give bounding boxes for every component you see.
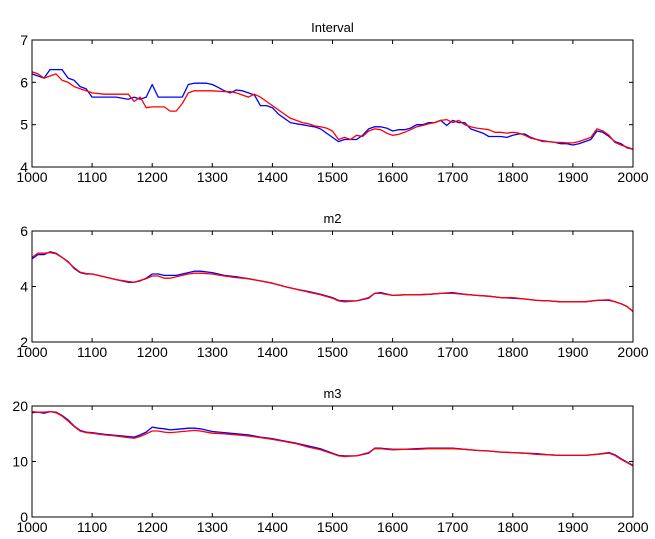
x-tick-label: 1900	[557, 344, 588, 360]
axes-box	[31, 39, 634, 168]
x-tick-label: 1700	[437, 519, 468, 535]
x-tick-label: 1700	[437, 344, 468, 360]
chart-panel-1: Interval 1000 1100 1200 1300 1400 1500 1600 1700…	[16, 20, 648, 185]
x-tick-label: 1300	[197, 344, 228, 360]
x-tick-label: 2000	[617, 169, 648, 185]
series-line-2	[32, 410, 633, 467]
x-tick-label: 1600	[377, 344, 408, 360]
x-tick-label: 2000	[617, 519, 648, 535]
axes-box	[31, 405, 634, 518]
series-line-1	[32, 410, 633, 466]
series-line-1	[32, 68, 633, 150]
y-tick-label: 7	[20, 32, 28, 48]
x-tick-label: 1800	[497, 169, 528, 185]
x-tick-label: 1300	[197, 519, 228, 535]
y-tick-label: 0	[20, 509, 28, 525]
chart-title: Interval	[311, 20, 354, 35]
x-tick-label: 1600	[377, 519, 408, 535]
y-tick-label: 20	[12, 398, 28, 414]
x-tick-label: 1000	[16, 344, 47, 360]
x-tick-label: 1100	[77, 344, 107, 360]
y-tick-label: 2	[20, 334, 28, 350]
x-tick-label: 1800	[497, 344, 528, 360]
chart-panel-2: m2 1000 1100 1200 1300 1400 1500 1600 1700 1800 19…	[16, 211, 648, 360]
series-line-2	[32, 71, 633, 150]
x-tick-label: 1400	[257, 344, 288, 360]
x-tick-label: 1800	[497, 519, 528, 535]
x-tick-label: 1200	[137, 519, 168, 535]
series-line-2	[32, 251, 633, 312]
y-tick-label: 6	[20, 223, 28, 239]
x-tick-label: 1300	[197, 169, 228, 185]
chart-title: m2	[323, 211, 341, 226]
x-tick-label: 1100	[77, 169, 107, 185]
x-tick-label: 1000	[16, 169, 47, 185]
y-tick-label: 6	[20, 74, 28, 90]
axes-box	[31, 230, 634, 343]
x-tick-label: 1400	[257, 519, 288, 535]
x-tick-label: 1700	[437, 169, 468, 185]
chart-panel-3: m3 1000 1100 1200 1300 1400 1500 1600 1700 1800 19…	[12, 386, 648, 535]
x-tick-label: 1500	[317, 169, 348, 185]
x-tick-label: 1900	[557, 169, 588, 185]
x-tick-label: 1900	[557, 519, 588, 535]
x-tick-label: 1500	[317, 344, 348, 360]
chart-title: m3	[323, 386, 341, 401]
x-tick-label: 1200	[137, 344, 168, 360]
y-tick-label: 10	[12, 454, 28, 470]
x-tick-label: 1500	[317, 519, 348, 535]
x-tick-label: 1600	[377, 169, 408, 185]
x-tick-label: 1400	[257, 169, 288, 185]
x-tick-label: 1000	[16, 519, 47, 535]
x-tick-label: 1100	[77, 519, 107, 535]
series-line-1	[32, 251, 633, 312]
x-tick-label: 2000	[617, 344, 648, 360]
x-tick-label: 1200	[137, 169, 168, 185]
y-tick-label: 5	[20, 117, 28, 133]
y-tick-label: 4	[20, 159, 28, 175]
y-tick-label: 4	[20, 279, 28, 295]
